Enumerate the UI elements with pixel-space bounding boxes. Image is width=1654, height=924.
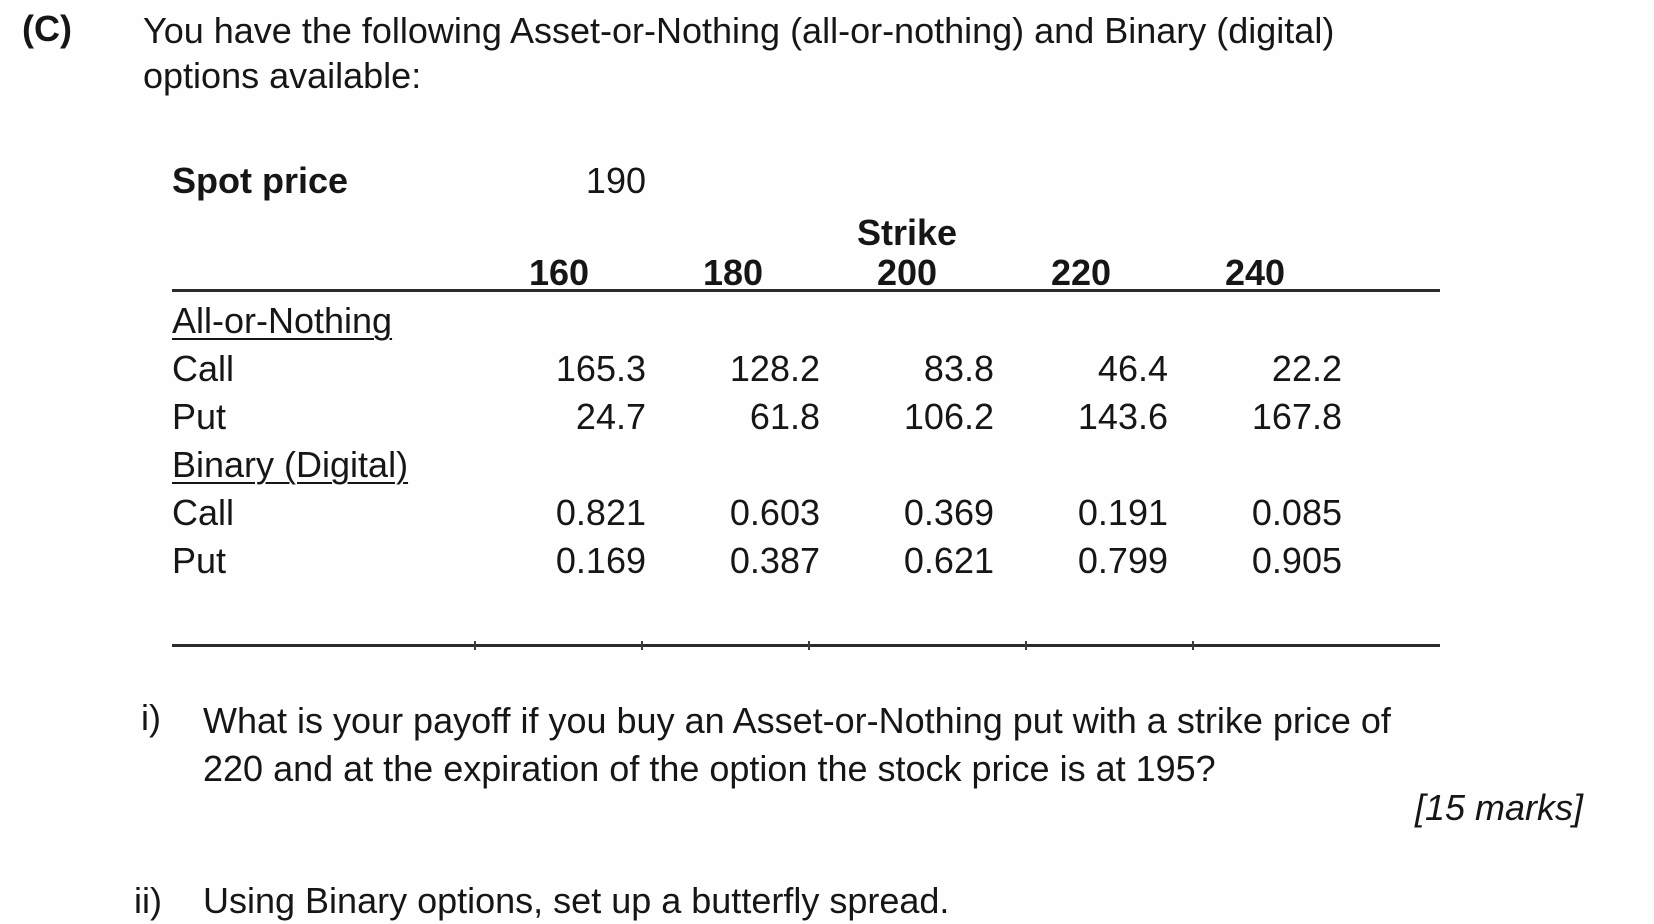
bin-put-200: 0.621 bbox=[903, 540, 994, 582]
strike-header: Strike bbox=[856, 212, 958, 254]
aon-put-180: 61.8 bbox=[749, 396, 820, 438]
bin-call-160: 0.821 bbox=[555, 492, 646, 534]
spot-price-label: Spot price bbox=[172, 160, 349, 202]
bin-call-180: 0.603 bbox=[729, 492, 820, 534]
intro-paragraph: You have the following Asset-or-Nothing … bbox=[143, 8, 1334, 98]
bin-put-160: 0.169 bbox=[555, 540, 646, 582]
section-row-all-or-nothing: All-or-Nothing bbox=[172, 292, 1342, 340]
strike-col-180: 180 bbox=[702, 252, 764, 294]
strike-col-220: 220 bbox=[1050, 252, 1112, 294]
aon-put-200: 106.2 bbox=[903, 396, 994, 438]
row-label-put: Put bbox=[172, 540, 227, 582]
part-label: (C) bbox=[22, 8, 72, 49]
options-price-table: Spot price 190 Strike 160 180 200 220 24… bbox=[172, 148, 1342, 580]
question-i-marks: [15 marks] bbox=[1414, 787, 1583, 828]
aon-call-160: 165.3 bbox=[555, 348, 646, 390]
intro-line-1: You have the following Asset-or-Nothing … bbox=[143, 10, 1335, 51]
row-label-put: Put bbox=[172, 396, 227, 438]
question-i-line-1: What is your payoff if you buy an Asset-… bbox=[203, 700, 1391, 741]
aon-put-160: 24.7 bbox=[575, 396, 646, 438]
table-gridline-tick bbox=[1192, 641, 1194, 650]
bin-call-220: 0.191 bbox=[1077, 492, 1168, 534]
table-gridline-tick bbox=[641, 641, 643, 650]
strike-columns-row: 160 180 200 220 240 bbox=[172, 252, 1342, 292]
table-row-binary-put: Put 0.169 0.387 0.621 0.799 0.905 bbox=[172, 532, 1342, 580]
table-row-binary-call: Call 0.821 0.603 0.369 0.191 0.085 bbox=[172, 484, 1342, 532]
spot-price-row: Spot price 190 bbox=[172, 148, 1342, 200]
table-gridline-tick bbox=[1025, 641, 1027, 650]
strike-col-160: 160 bbox=[528, 252, 590, 294]
strike-header-row: Strike bbox=[172, 200, 1342, 252]
aon-put-240: 167.8 bbox=[1251, 396, 1342, 438]
question-ii-text: Using Binary options, set up a butterfly… bbox=[203, 880, 950, 921]
question-i-line-2: 220 and at the expiration of the option … bbox=[203, 748, 1216, 789]
section-label-binary-digital: Binary (Digital) bbox=[172, 444, 409, 486]
table-bottom-rule bbox=[172, 641, 1440, 650]
table-gridline-tick bbox=[808, 641, 810, 650]
question-i-number: i) bbox=[141, 697, 161, 738]
row-label-call: Call bbox=[172, 348, 235, 390]
table-gridline-tick bbox=[474, 641, 476, 650]
question-ii-number: ii) bbox=[134, 880, 162, 921]
row-label-call: Call bbox=[172, 492, 235, 534]
table-row-aon-call: Call 165.3 128.2 83.8 46.4 22.2 bbox=[172, 340, 1342, 388]
bin-put-180: 0.387 bbox=[729, 540, 820, 582]
question-i-text: What is your payoff if you buy an Asset-… bbox=[203, 697, 1391, 793]
table-row-aon-put: Put 24.7 61.8 106.2 143.6 167.8 bbox=[172, 388, 1342, 436]
aon-put-220: 143.6 bbox=[1077, 396, 1168, 438]
bin-call-240: 0.085 bbox=[1251, 492, 1342, 534]
bin-put-240: 0.905 bbox=[1251, 540, 1342, 582]
bin-call-200: 0.369 bbox=[903, 492, 994, 534]
aon-call-200: 83.8 bbox=[923, 348, 994, 390]
aon-call-240: 22.2 bbox=[1271, 348, 1342, 390]
strike-col-240: 240 bbox=[1224, 252, 1286, 294]
table-top-rule bbox=[172, 289, 1440, 292]
strike-col-200: 200 bbox=[876, 252, 938, 294]
spot-price-value: 190 bbox=[585, 160, 646, 202]
bin-put-220: 0.799 bbox=[1077, 540, 1168, 582]
intro-line-2: options available: bbox=[143, 55, 422, 96]
section-label-all-or-nothing: All-or-Nothing bbox=[172, 300, 393, 342]
section-row-binary-digital: Binary (Digital) bbox=[172, 436, 1342, 484]
aon-call-180: 128.2 bbox=[729, 348, 820, 390]
aon-call-220: 46.4 bbox=[1097, 348, 1168, 390]
